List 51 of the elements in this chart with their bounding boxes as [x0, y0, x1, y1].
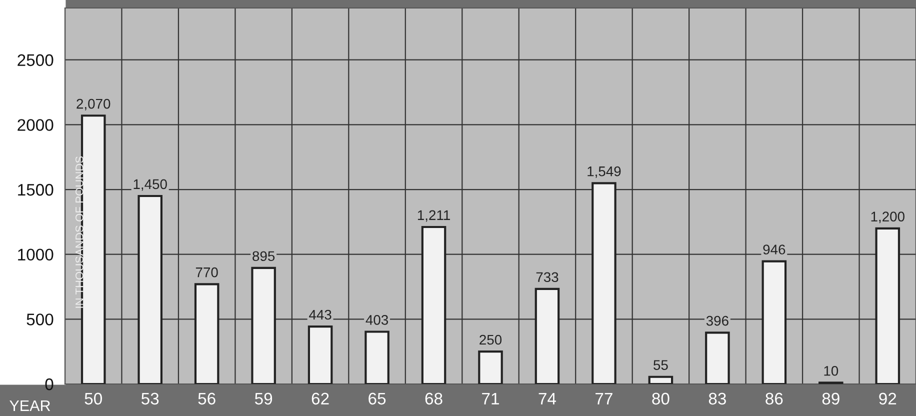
- data-label: 1,211: [418, 210, 450, 222]
- bar: [534, 288, 560, 384]
- data-label: 1,450: [134, 179, 167, 191]
- bar: [705, 332, 730, 384]
- x-tick-label: 62: [312, 392, 329, 405]
- x-tick-label: 68: [425, 392, 442, 405]
- data-label: 10: [824, 366, 838, 376]
- data-label: 396: [706, 316, 728, 326]
- bar: [421, 226, 446, 384]
- data-label: 443: [309, 310, 332, 320]
- x-tick-label: 83: [708, 392, 726, 405]
- bar: [875, 227, 900, 384]
- bar: [478, 350, 503, 384]
- y-tick-label: 0: [45, 378, 54, 390]
- data-label: 1,200: [871, 212, 904, 224]
- bar: [762, 260, 787, 384]
- y-tick-label: 2500: [18, 54, 54, 66]
- y-tick-label: 500: [26, 314, 54, 326]
- y-tick-label: 1500: [18, 184, 54, 196]
- y-axis-title: IN THOUSANDS OF POUNDS: [76, 156, 84, 308]
- x-tick-label: 92: [879, 392, 896, 405]
- data-label: 946: [763, 244, 786, 254]
- x-tick-label: 71: [482, 392, 499, 404]
- data-label: 1,549: [588, 166, 621, 178]
- x-tick-label: 56: [198, 392, 216, 405]
- x-tick-label: 53: [142, 392, 159, 405]
- y-tick-label: 2000: [18, 119, 54, 131]
- data-label: 2,070: [76, 98, 110, 110]
- data-label: 55: [654, 360, 668, 370]
- x-tick-label: 74: [538, 392, 556, 404]
- bar: [138, 194, 162, 384]
- x-tick-label: 86: [766, 392, 783, 405]
- bar: [592, 182, 616, 384]
- x-tick-label: 65: [368, 392, 386, 405]
- bar: [364, 330, 390, 384]
- data-label: 733: [536, 272, 558, 282]
- x-tick-label: 59: [254, 392, 272, 405]
- data-label: 403: [366, 315, 388, 325]
- data-label: 770: [196, 267, 218, 278]
- x-tick-label: 50: [84, 392, 102, 405]
- x-tick-label: 80: [652, 392, 670, 405]
- x-axis-title: YEAR: [10, 400, 50, 411]
- x-tick-label: 89: [822, 392, 840, 405]
- bar: [251, 266, 276, 384]
- bar: [194, 283, 220, 384]
- data-label: 250: [480, 334, 502, 345]
- bar: [308, 326, 333, 384]
- data-label: 895: [252, 251, 275, 262]
- y-tick-label: 1000: [18, 248, 54, 261]
- bar: [648, 376, 674, 384]
- x-tick-label: 77: [596, 392, 612, 404]
